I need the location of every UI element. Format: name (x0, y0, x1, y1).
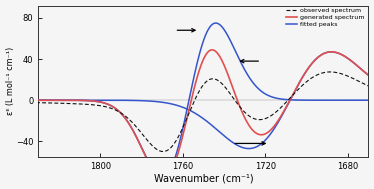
Legend: observed spectrum, generated spectrum, fitted peaks: observed spectrum, generated spectrum, f… (285, 7, 365, 28)
X-axis label: Wavenumber (cm⁻¹): Wavenumber (cm⁻¹) (154, 174, 253, 184)
Y-axis label: εᴱ (L mol⁻¹ cm⁻¹): εᴱ (L mol⁻¹ cm⁻¹) (6, 47, 15, 115)
